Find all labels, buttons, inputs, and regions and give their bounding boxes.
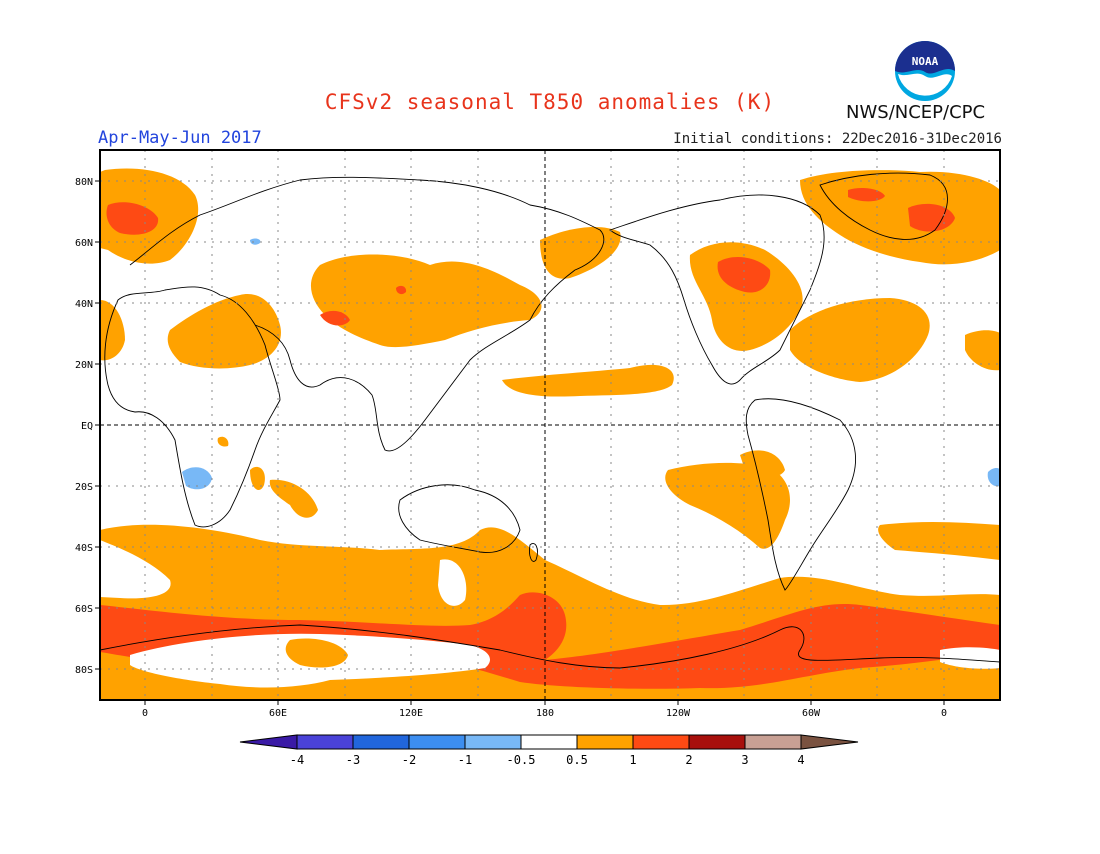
colorbar-swatch — [352, 734, 410, 750]
anom-region-central-asia-red-1 — [320, 310, 350, 326]
anom-region-east-atlantic — [965, 330, 1000, 371]
colorbar-swatch — [520, 734, 578, 750]
colorbar-label: -2 — [402, 753, 416, 767]
anom-region-middle-east — [167, 294, 281, 369]
anom-region-subtropical-pacific — [502, 364, 674, 397]
coast-new-zealand — [529, 543, 538, 562]
coast-africa-europe — [104, 286, 281, 528]
gridlines — [100, 150, 1000, 700]
colorbar-label: -4 — [290, 753, 304, 767]
anom-region-south-atlantic-gap — [100, 540, 171, 599]
lat-label: 60N — [75, 238, 93, 249]
colorbar — [239, 734, 859, 750]
colorbar-arrow-left — [239, 734, 298, 750]
anom-region-atlantic-europe — [100, 300, 125, 361]
anom-region-blue-europe — [250, 238, 261, 245]
coast-greenland — [819, 172, 948, 240]
coast-australia — [398, 484, 521, 553]
anom-region-indian-gap — [438, 559, 467, 606]
lat-label: 20N — [75, 360, 93, 371]
equator-dateline — [100, 150, 1000, 700]
anom-region-greenland-red-2 — [908, 203, 955, 232]
lon-label: 60W — [802, 708, 821, 719]
coast-eurasia-north — [129, 176, 605, 452]
lon-label: 0 — [941, 708, 947, 719]
lat-label: 40N — [75, 299, 93, 310]
lon-label: 120E — [399, 708, 423, 719]
anom-region-southern-red — [100, 592, 1000, 689]
lon-label: 60E — [269, 708, 287, 719]
anom-region-south-atlantic-east — [878, 521, 1000, 560]
colorbar-label: 0.5 — [566, 753, 588, 767]
colorbar-labels: -4 -3 -2 -1 -0.5 0.5 1 2 3 4 — [290, 753, 805, 767]
lat-label: EQ — [81, 421, 93, 432]
anom-region-antarctic-orange-blob — [285, 638, 348, 668]
lat-label: 60S — [75, 604, 93, 615]
lat-label: 40S — [75, 543, 93, 554]
lon-label: 180 — [536, 708, 554, 719]
anom-region-south-pacific — [665, 462, 790, 549]
coastlines — [100, 172, 1000, 669]
anom-region-blue-atlantic — [987, 468, 1000, 487]
anom-region-blue-africa — [182, 467, 212, 490]
coast-antarctica — [100, 624, 1000, 669]
coast-north-america — [609, 194, 825, 385]
anom-region-south-america-west — [740, 450, 785, 477]
forecast-period: Apr-May-Jun 2017 — [98, 128, 262, 148]
noaa-logo-icon: NOAA — [895, 41, 955, 101]
figure-title: CFSv2 seasonal T850 anomalies (K) — [324, 90, 776, 114]
anom-region-south-indian — [269, 479, 318, 518]
colorbar-label: -3 — [346, 753, 360, 767]
anom-region-central-asia — [310, 254, 542, 348]
agency-label: NWS/NCEP/CPC — [846, 102, 986, 123]
anom-region-africa-small — [217, 436, 229, 447]
colorbar-swatch — [576, 734, 634, 750]
lat-labels: 80N 60N 40N 20N EQ 20S 40S 60S 80S — [75, 177, 93, 676]
anomaly-shading — [100, 168, 1000, 700]
colorbar-label: -1 — [458, 753, 472, 767]
colorbar-label: 1 — [629, 753, 636, 767]
logo-text: NOAA — [912, 55, 939, 68]
initial-conditions: Initial conditions: 22Dec2016-31Dec2016 — [673, 131, 1002, 147]
colorbar-label: 4 — [797, 753, 804, 767]
colorbar-swatch — [688, 734, 746, 750]
anom-region-scandinavia-red — [106, 202, 159, 235]
lat-label: 20S — [75, 482, 93, 493]
anom-region-greenland — [800, 170, 1000, 265]
colorbar-swatch — [296, 734, 354, 750]
colorbar-swatch — [744, 734, 802, 750]
colorbar-swatch — [632, 734, 690, 750]
lat-label: 80S — [75, 665, 93, 676]
colorbar-swatch — [464, 734, 522, 750]
anom-region-madagascar — [250, 466, 265, 490]
colorbar-arrow-right — [800, 734, 859, 750]
colorbar-label: -0.5 — [507, 753, 536, 767]
colorbar-label: 3 — [741, 753, 748, 767]
anom-region-north-america-red — [717, 256, 771, 293]
lon-labels: 0 60E 120E 180 120W 60W 0 — [142, 708, 947, 719]
lon-label: 0 — [142, 708, 148, 719]
coast-south-america — [745, 398, 856, 591]
anom-region-central-asia-red-2 — [396, 285, 407, 295]
colorbar-swatch — [408, 734, 466, 750]
lon-label: 120W — [666, 708, 691, 719]
lat-label: 80N — [75, 177, 93, 188]
anom-region-north-atlantic — [790, 298, 930, 382]
colorbar-label: 2 — [685, 753, 692, 767]
anom-region-greenland-red-1 — [848, 188, 885, 202]
anom-region-north-pacific — [540, 226, 621, 279]
axis-ticks — [95, 180, 945, 705]
anom-region-antarctic-white-west — [940, 647, 1000, 669]
